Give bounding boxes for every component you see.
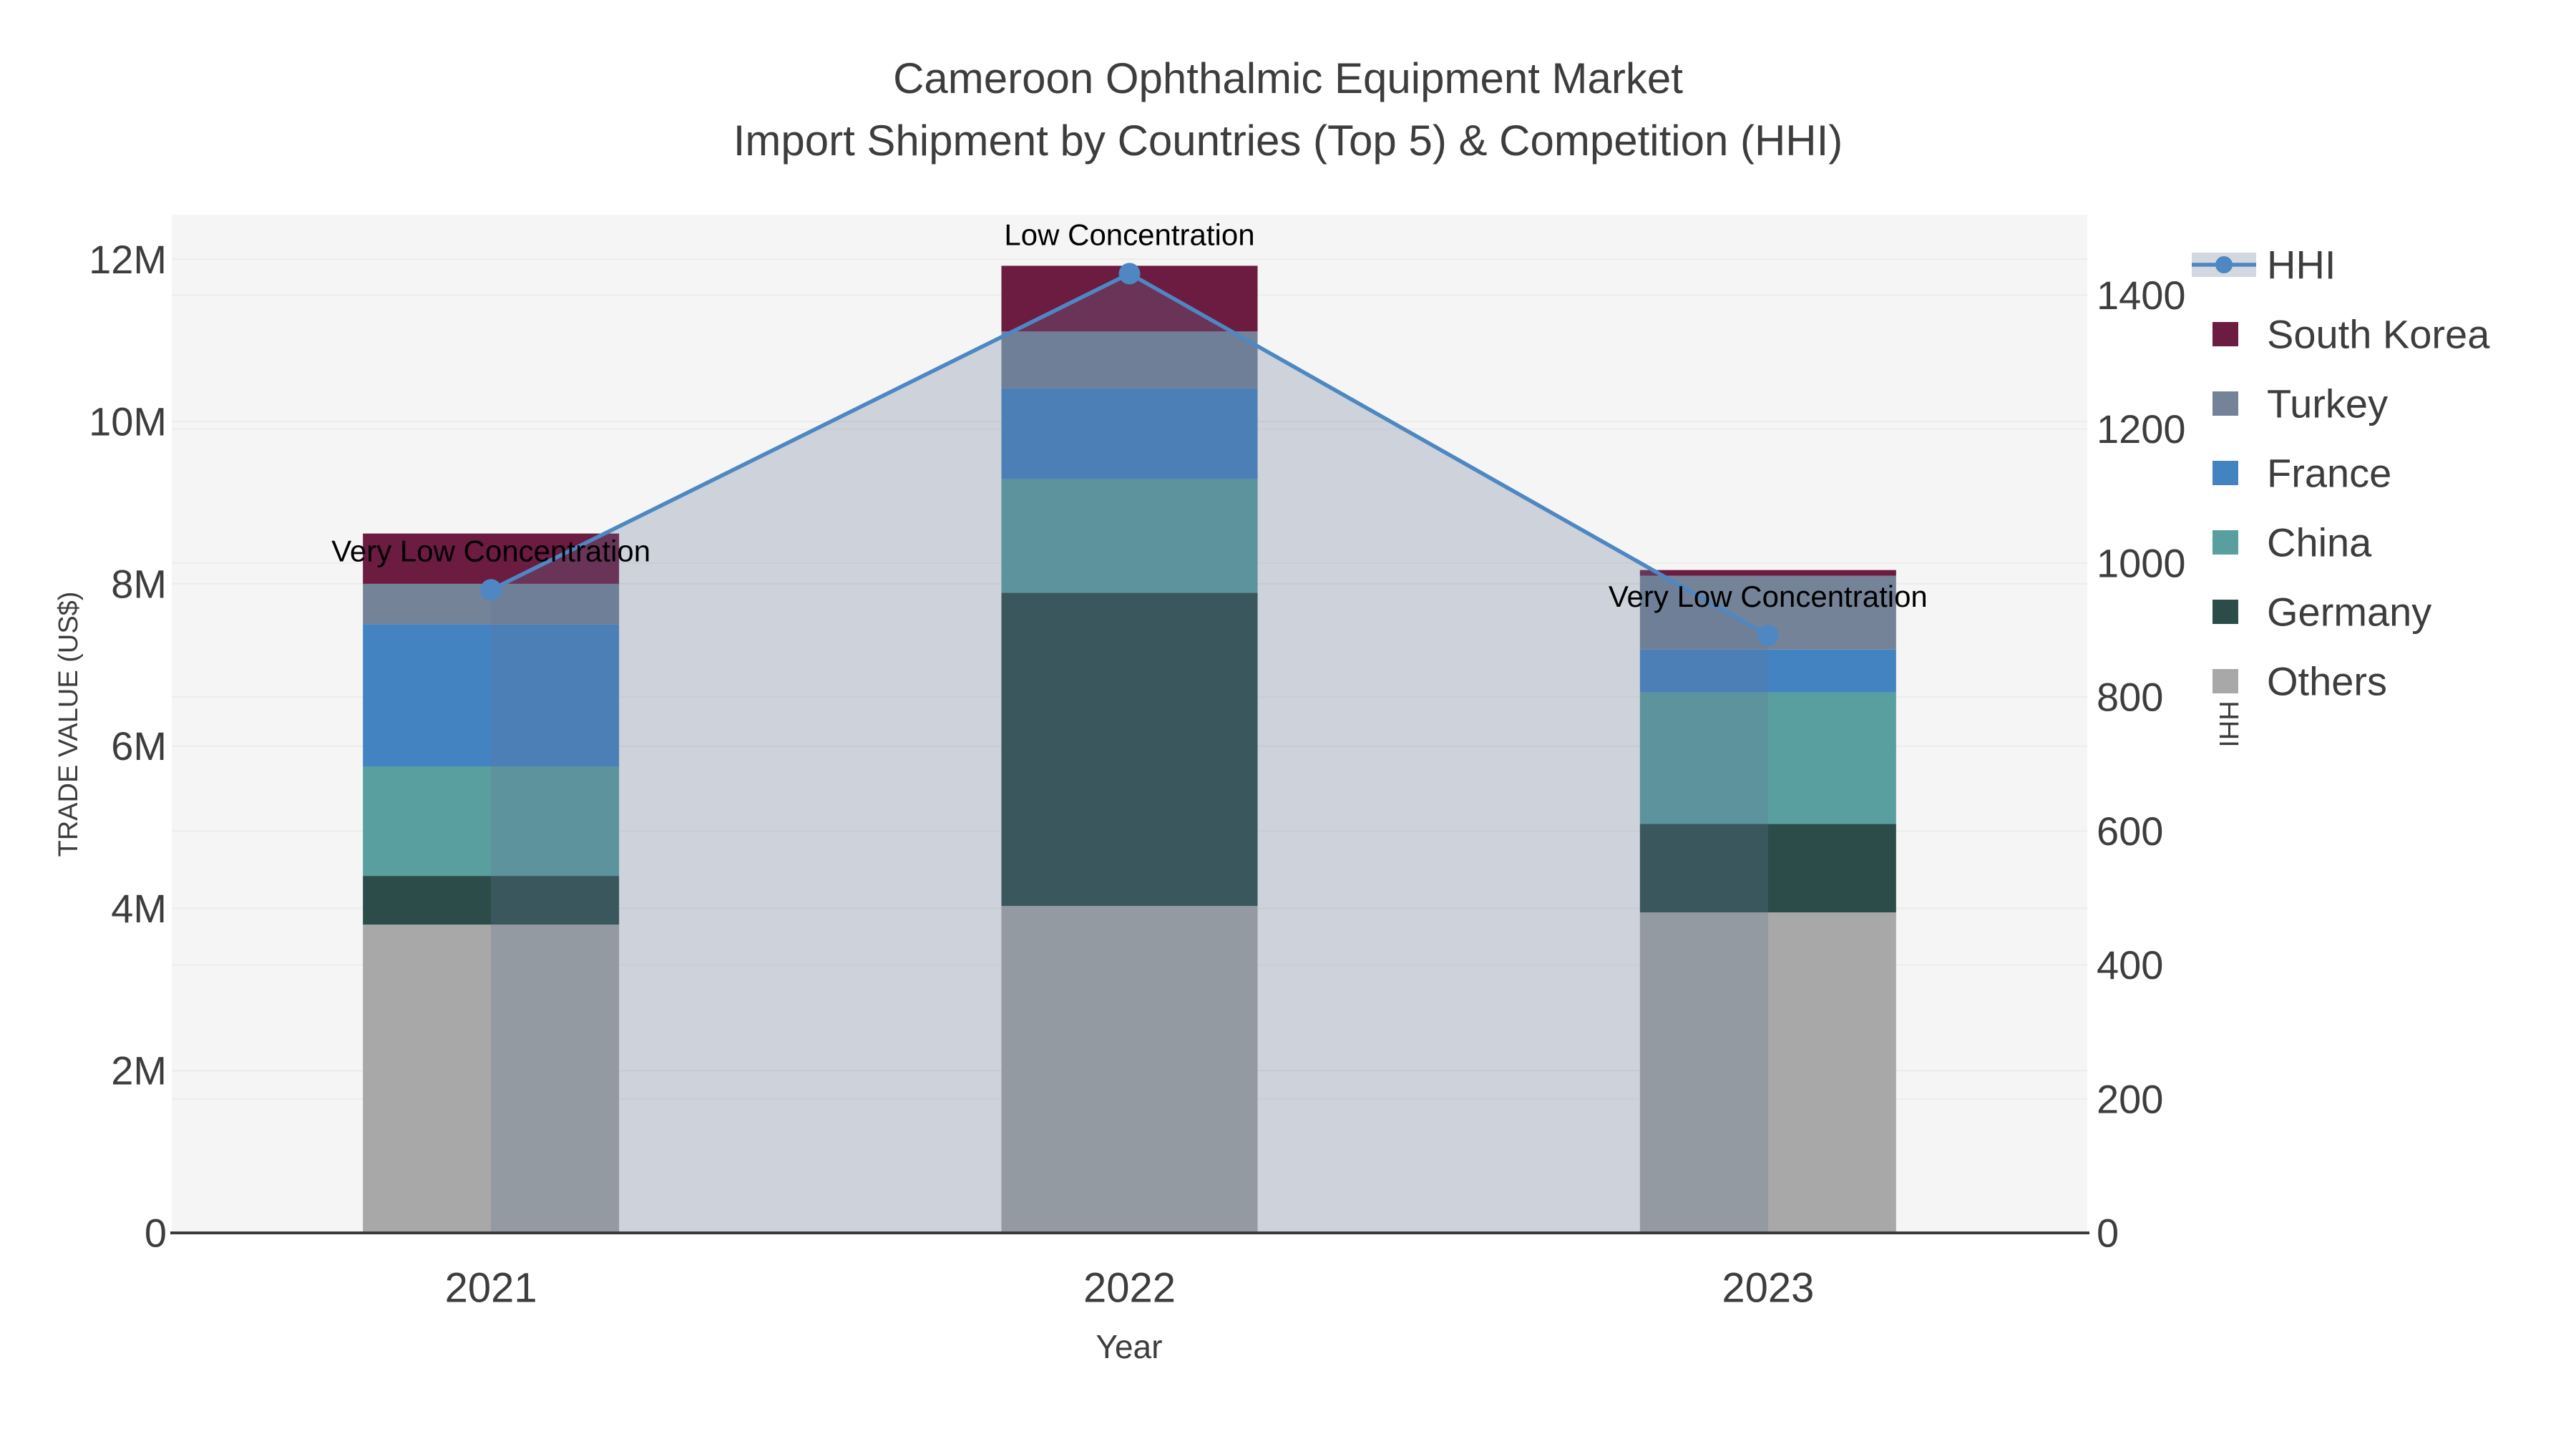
annotation-2022: Low Concentration bbox=[1004, 218, 1254, 251]
legend-label: Germany bbox=[2267, 590, 2431, 635]
legend-label: France bbox=[2267, 451, 2391, 496]
hhi-marker-2022[interactable] bbox=[1118, 263, 1141, 285]
legend-item-others[interactable]: Others bbox=[2212, 659, 2387, 704]
legend-label: Others bbox=[2267, 659, 2387, 704]
y-right-tick-400: 400 bbox=[2097, 942, 2163, 987]
hhi-line-series bbox=[480, 263, 1779, 646]
bar-stack-2022 bbox=[1001, 265, 1258, 1233]
legend-hhi-marker-icon bbox=[2215, 256, 2233, 273]
legend-swatch-icon bbox=[2212, 322, 2238, 346]
bar-segment-2022-turkey[interactable] bbox=[1001, 331, 1258, 389]
legend-swatch-icon bbox=[2212, 391, 2238, 416]
legend-item-china[interactable]: China bbox=[2212, 520, 2372, 565]
annotations: Very Low Concentration Low Concentration V… bbox=[331, 218, 1928, 613]
annotation-2021: Very Low Concentration bbox=[331, 534, 650, 567]
chart-title-line1: Cameroon Ophthalmic Equipment Market bbox=[893, 54, 1683, 102]
bar-segment-2021-south-korea[interactable] bbox=[363, 533, 620, 584]
legend-label: South Korea bbox=[2267, 312, 2490, 357]
legend: HHI South Korea Turkey France China Germany Ot… bbox=[2192, 243, 2490, 704]
x-tick-2023: 2023 bbox=[1722, 1265, 1814, 1312]
legend-item-hhi[interactable]: HHI bbox=[2192, 243, 2336, 288]
y-right-tick-0: 0 bbox=[2097, 1211, 2119, 1256]
y-right-tick-200: 200 bbox=[2097, 1076, 2163, 1121]
bar-segment-2023-south-korea[interactable] bbox=[1639, 570, 1896, 576]
y-left-tick-10M: 10M bbox=[89, 399, 167, 444]
y-left-axis-title: TRADE VALUE (US$) bbox=[54, 592, 84, 857]
legend-label: HHI bbox=[2267, 243, 2336, 288]
legend-swatch-icon bbox=[2212, 530, 2238, 555]
bar-segment-2022-france[interactable] bbox=[1001, 388, 1258, 479]
bar-segment-2023-others[interactable] bbox=[1639, 912, 1896, 1233]
bar-segment-2022-others[interactable] bbox=[1001, 906, 1258, 1233]
hhi-marker-2021[interactable] bbox=[480, 579, 502, 601]
hhi-area-fill bbox=[491, 273, 1768, 1233]
bar-segment-2023-germany[interactable] bbox=[1639, 824, 1896, 913]
legend-item-south-korea[interactable]: South Korea bbox=[2212, 312, 2490, 357]
x-tick-2021: 2021 bbox=[445, 1265, 537, 1312]
chart-title-line2: Import Shipment by Countries (Top 5) & C… bbox=[733, 117, 1843, 165]
bar-segment-2023-france[interactable] bbox=[1639, 649, 1896, 693]
y-left-tick-8M: 8M bbox=[111, 561, 167, 606]
bar-segment-2022-china[interactable] bbox=[1001, 479, 1258, 593]
bar-segment-2023-china[interactable] bbox=[1639, 692, 1896, 824]
y-right-tick-800: 800 bbox=[2097, 675, 2163, 720]
y-right-tick-1400: 1400 bbox=[2097, 273, 2186, 318]
y-right-tick-600: 600 bbox=[2097, 809, 2163, 854]
hhi-area-polygon bbox=[491, 273, 1768, 1233]
y-left-tick-6M: 6M bbox=[111, 723, 167, 769]
bar-stack-2023 bbox=[1639, 570, 1896, 1233]
x-tick-2022: 2022 bbox=[1083, 1265, 1176, 1312]
bar-segment-2021-france[interactable] bbox=[363, 624, 620, 767]
bar-stacks bbox=[363, 265, 1896, 1233]
y-left-tick-4M: 4M bbox=[111, 886, 167, 931]
legend-item-germany[interactable]: Germany bbox=[2212, 590, 2431, 635]
hhi-marker-2023[interactable] bbox=[1757, 624, 1779, 646]
x-axis-title: Year bbox=[1096, 1328, 1163, 1365]
y-right-tick-1000: 1000 bbox=[2097, 540, 2186, 585]
y-left-tick-0: 0 bbox=[145, 1211, 167, 1256]
bar-segment-2022-germany[interactable] bbox=[1001, 592, 1258, 907]
y-right-tick-1200: 1200 bbox=[2097, 406, 2186, 452]
bar-segment-2021-others[interactable] bbox=[363, 924, 620, 1233]
y-right-axis-title: HHI bbox=[2213, 701, 2243, 747]
y-left-tick-labels: 0 2M 4M 6M 8M 10M 12M bbox=[89, 237, 167, 1256]
bar-segment-2021-china[interactable] bbox=[363, 766, 620, 877]
legend-swatch-icon bbox=[2212, 600, 2238, 624]
y-left-tick-2M: 2M bbox=[111, 1048, 167, 1093]
y-left-tick-12M: 12M bbox=[89, 237, 167, 282]
bar-segment-2021-germany[interactable] bbox=[363, 876, 620, 925]
legend-swatch-icon bbox=[2212, 669, 2238, 693]
legend-label: China bbox=[2267, 520, 2372, 565]
legend-item-france[interactable]: France bbox=[2212, 451, 2391, 496]
annotation-2023: Very Low Concentration bbox=[1609, 580, 1928, 613]
bar-stack-2021 bbox=[363, 533, 620, 1233]
x-tick-labels: 2021 2022 2023 bbox=[445, 1265, 1815, 1312]
y-right-tick-labels: 0 200 400 600 800 1000 1200 1400 bbox=[2097, 273, 2186, 1256]
legend-swatch-icon bbox=[2212, 461, 2238, 485]
legend-label: Turkey bbox=[2267, 381, 2388, 426]
legend-item-turkey[interactable]: Turkey bbox=[2212, 381, 2388, 426]
